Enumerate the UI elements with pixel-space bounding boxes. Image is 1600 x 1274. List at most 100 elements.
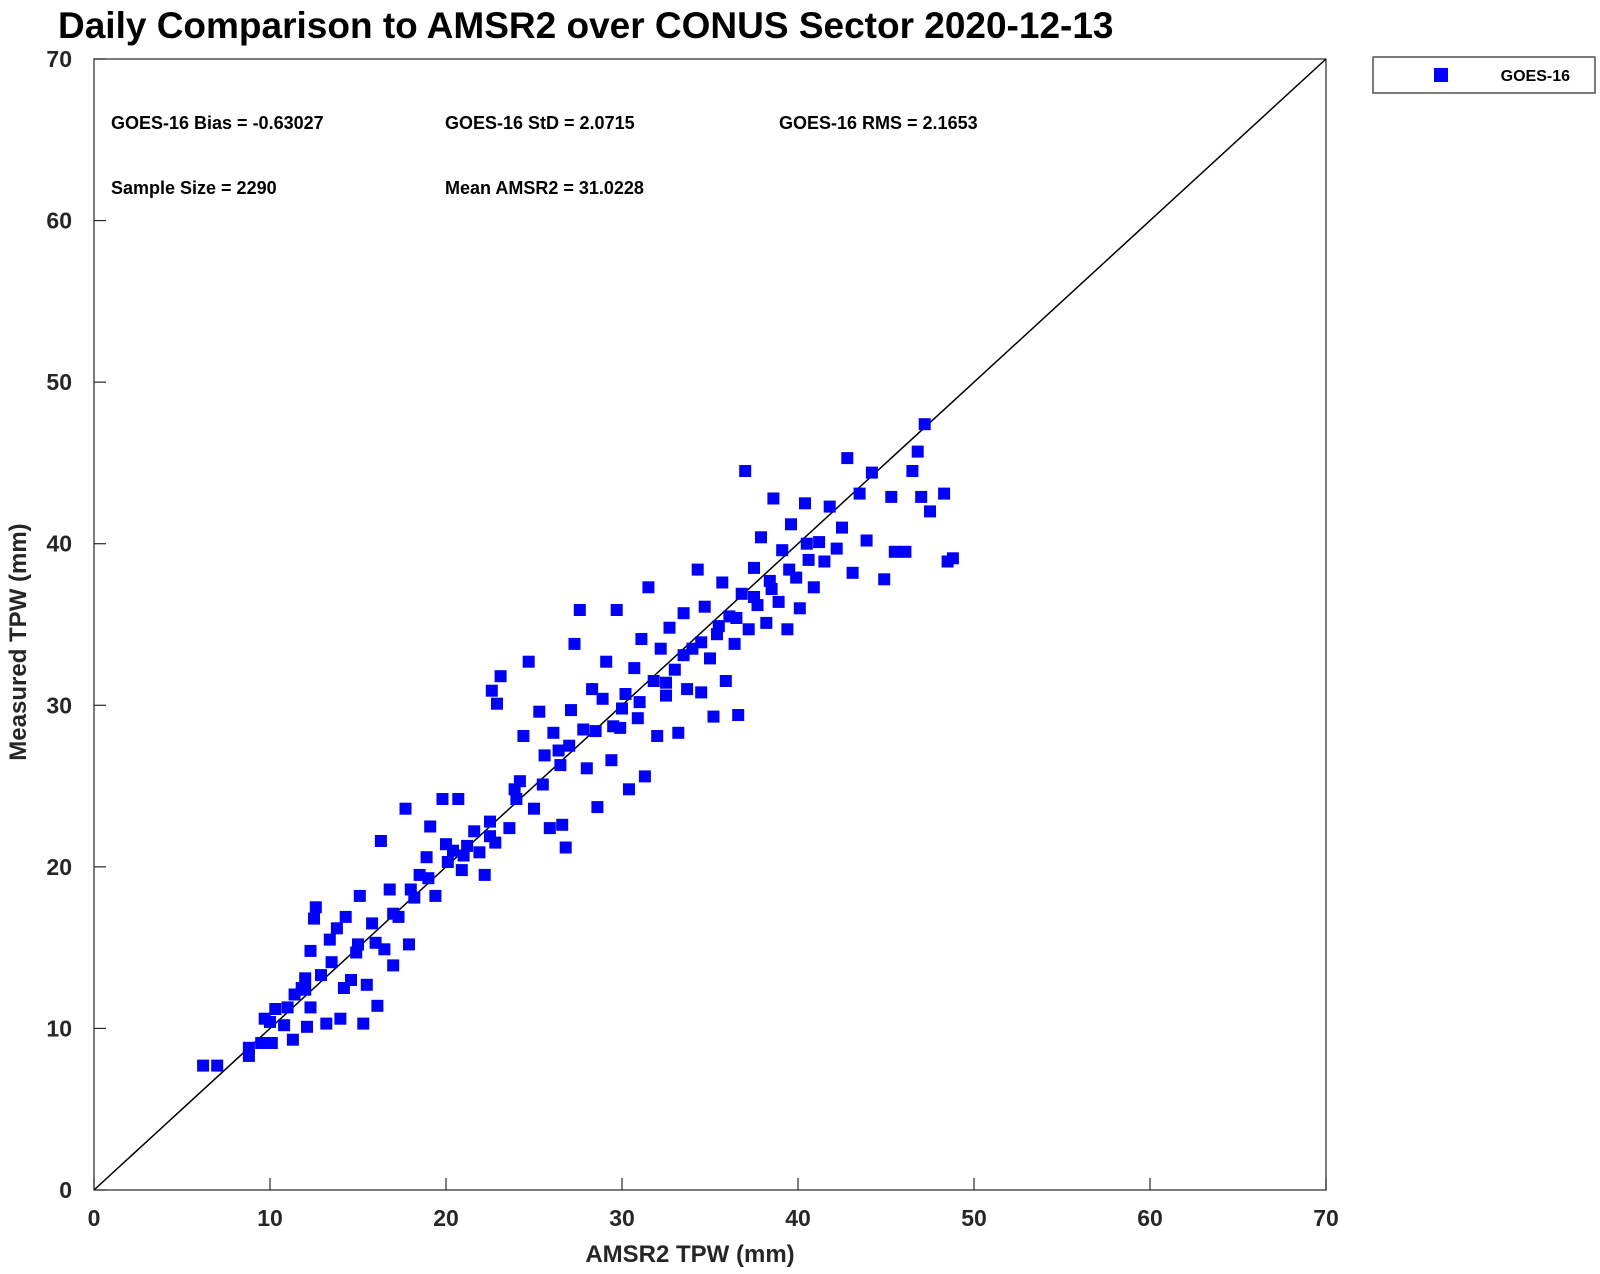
data-point [633,696,646,709]
data-point [638,770,651,783]
data-point [823,500,836,513]
data-point [281,1001,294,1014]
data-point [371,999,384,1012]
data-point [878,573,891,586]
y-axis-ticks: 0 10 20 30 40 50 60 70 [46,46,106,1203]
data-point [242,1041,255,1054]
data-point [660,689,672,702]
data-point [695,636,708,649]
data-point [353,889,366,902]
data-point [591,801,604,814]
data-point [491,697,503,710]
data-point [628,662,641,675]
data-point [672,726,685,739]
data-point [635,633,648,645]
data-point [478,868,491,881]
data-point [739,465,752,477]
data-point [357,1017,370,1030]
data-point [781,623,794,636]
data-point [735,587,748,600]
std-annotation: GOES-16 StD = 2.0715 [445,113,635,133]
data-point [538,749,551,762]
x-tick-label: 40 [785,1205,811,1231]
data-point [299,983,312,996]
data-point [728,637,741,650]
data-point [278,1019,291,1032]
data-point [404,883,417,896]
x-tick-label: 50 [961,1205,987,1231]
data-point [383,883,396,896]
data-point [732,709,745,721]
data-point [793,602,806,615]
data-point [513,775,526,788]
data-point [308,912,320,925]
data-point [860,534,873,547]
data-point [586,683,599,696]
data-point [461,839,474,852]
x-tick-label: 0 [88,1205,101,1231]
data-point [865,466,878,479]
data-point [330,922,343,935]
data-point [755,531,767,544]
data-point [304,1001,317,1014]
data-point [616,702,628,715]
data-point [642,581,655,594]
data-point [677,649,690,662]
data-point [681,683,694,696]
data-point [663,621,676,634]
data-point [320,1017,333,1030]
bias-annotation: GOES-16 Bias = -0.63027 [111,113,324,133]
data-point [436,793,449,805]
data-point [424,820,437,833]
x-axis-ticks: 0 10 20 30 40 50 60 70 [88,1178,1339,1231]
data-point [730,612,743,624]
data-point [452,793,465,805]
data-point [802,553,815,566]
data-point [600,655,613,668]
data-point [522,655,535,668]
data-point [455,864,468,877]
data-point [772,595,785,608]
data-point [484,815,496,828]
data-point [888,545,901,558]
data-point [559,841,572,854]
y-tick-label: 40 [46,531,72,557]
data-point [830,542,843,555]
data-point [899,545,912,558]
legend: GOES-16 [1372,56,1596,94]
data-point [508,783,521,796]
data-point [623,783,635,796]
x-tick-label: 30 [609,1205,635,1231]
data-point [345,974,357,986]
data-point [748,561,760,574]
data-point [785,518,797,531]
data-point [719,675,732,687]
legend-box [1372,56,1596,94]
data-point [473,846,486,859]
data-point [503,822,516,835]
data-point [301,1020,313,1033]
data-point [422,872,435,885]
mean-annotation: Mean AMSR2 = 31.0228 [445,178,644,198]
data-point [760,616,773,629]
data-point [387,959,400,972]
data-point [533,705,546,718]
data-point [255,1037,268,1049]
data-point [517,730,530,742]
data-point [924,505,936,518]
data-point [911,445,924,458]
data-point [799,497,811,510]
data-point [654,642,667,655]
data-point [485,684,498,697]
data-point [918,418,931,431]
data-point [765,583,778,595]
data-point [265,1037,278,1049]
data-point [660,676,672,689]
data-point [619,688,632,700]
data-point [554,759,567,772]
data-point [325,956,338,969]
data-point [286,1033,299,1046]
data-point [647,675,660,687]
data-point [556,818,569,831]
y-tick-label: 50 [46,369,72,395]
